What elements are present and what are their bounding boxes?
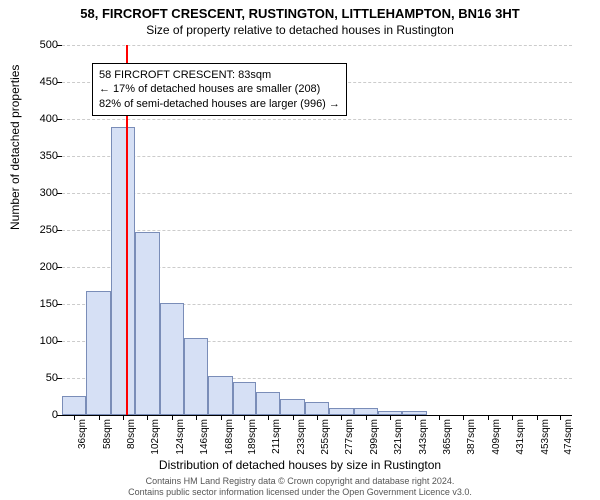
- ytick-label: 450: [18, 76, 58, 88]
- histogram-bar: [233, 382, 256, 415]
- gridline: [62, 45, 572, 46]
- infobox-line-2: ← 17% of detached houses are smaller (20…: [99, 82, 340, 96]
- histogram-bar: [354, 408, 378, 415]
- infobox-line-3: 82% of semi-detached houses are larger (…: [99, 97, 340, 111]
- histogram-bar: [256, 392, 280, 415]
- xtick-mark: [172, 415, 173, 420]
- ytick-label: 300: [18, 187, 58, 199]
- ytick-label: 350: [18, 150, 58, 162]
- y-axis-label: Number of detached properties: [8, 65, 22, 230]
- xtick-mark: [293, 415, 294, 420]
- xtick-mark: [74, 415, 75, 420]
- ytick-label: 500: [18, 39, 58, 51]
- xtick-mark: [390, 415, 391, 420]
- infobox-line-1: 58 FIRCROFT CRESCENT: 83sqm: [99, 68, 340, 82]
- histogram-bar: [111, 127, 135, 415]
- ytick-label: 50: [18, 372, 58, 384]
- footer-line-1: Contains HM Land Registry data © Crown c…: [0, 476, 600, 487]
- histogram-bar: [184, 338, 208, 415]
- xtick-mark: [317, 415, 318, 420]
- histogram-bar: [62, 396, 86, 415]
- xtick-mark: [488, 415, 489, 420]
- ytick-label: 400: [18, 113, 58, 125]
- chart-area: 05010015020025030035040045050036sqm58sqm…: [62, 45, 572, 415]
- gridline: [62, 119, 572, 120]
- footer-line-2: Contains public sector information licen…: [0, 487, 600, 498]
- ytick-label: 150: [18, 298, 58, 310]
- xtick-mark: [537, 415, 538, 420]
- histogram-bar: [329, 408, 353, 415]
- xtick-mark: [439, 415, 440, 420]
- histogram-bar: [160, 303, 184, 415]
- xtick-mark: [560, 415, 561, 420]
- gridline: [62, 230, 572, 231]
- xtick-mark: [366, 415, 367, 420]
- histogram-bar: [86, 291, 110, 415]
- histogram-bar: [280, 399, 304, 415]
- gridline: [62, 193, 572, 194]
- xtick-mark: [196, 415, 197, 420]
- xtick-mark: [512, 415, 513, 420]
- ytick-label: 0: [18, 409, 58, 421]
- page-subtitle: Size of property relative to detached ho…: [0, 21, 600, 41]
- info-box: 58 FIRCROFT CRESCENT: 83sqm ← 17% of det…: [92, 63, 347, 116]
- xtick-mark: [244, 415, 245, 420]
- ytick-label: 200: [18, 261, 58, 273]
- footer: Contains HM Land Registry data © Crown c…: [0, 476, 600, 498]
- page-title: 58, FIRCROFT CRESCENT, RUSTINGTON, LITTL…: [0, 0, 600, 21]
- ytick-label: 100: [18, 335, 58, 347]
- x-axis-label: Distribution of detached houses by size …: [0, 458, 600, 472]
- xtick-mark: [147, 415, 148, 420]
- ytick-label: 250: [18, 224, 58, 236]
- xtick-mark: [123, 415, 124, 420]
- xtick-mark: [221, 415, 222, 420]
- gridline: [62, 156, 572, 157]
- xtick-mark: [99, 415, 100, 420]
- xtick-mark: [463, 415, 464, 420]
- histogram-bar: [135, 232, 159, 415]
- xtick-mark: [415, 415, 416, 420]
- xtick-mark: [268, 415, 269, 420]
- histogram-bar: [208, 376, 232, 415]
- xtick-mark: [341, 415, 342, 420]
- histogram-bar: [305, 402, 329, 415]
